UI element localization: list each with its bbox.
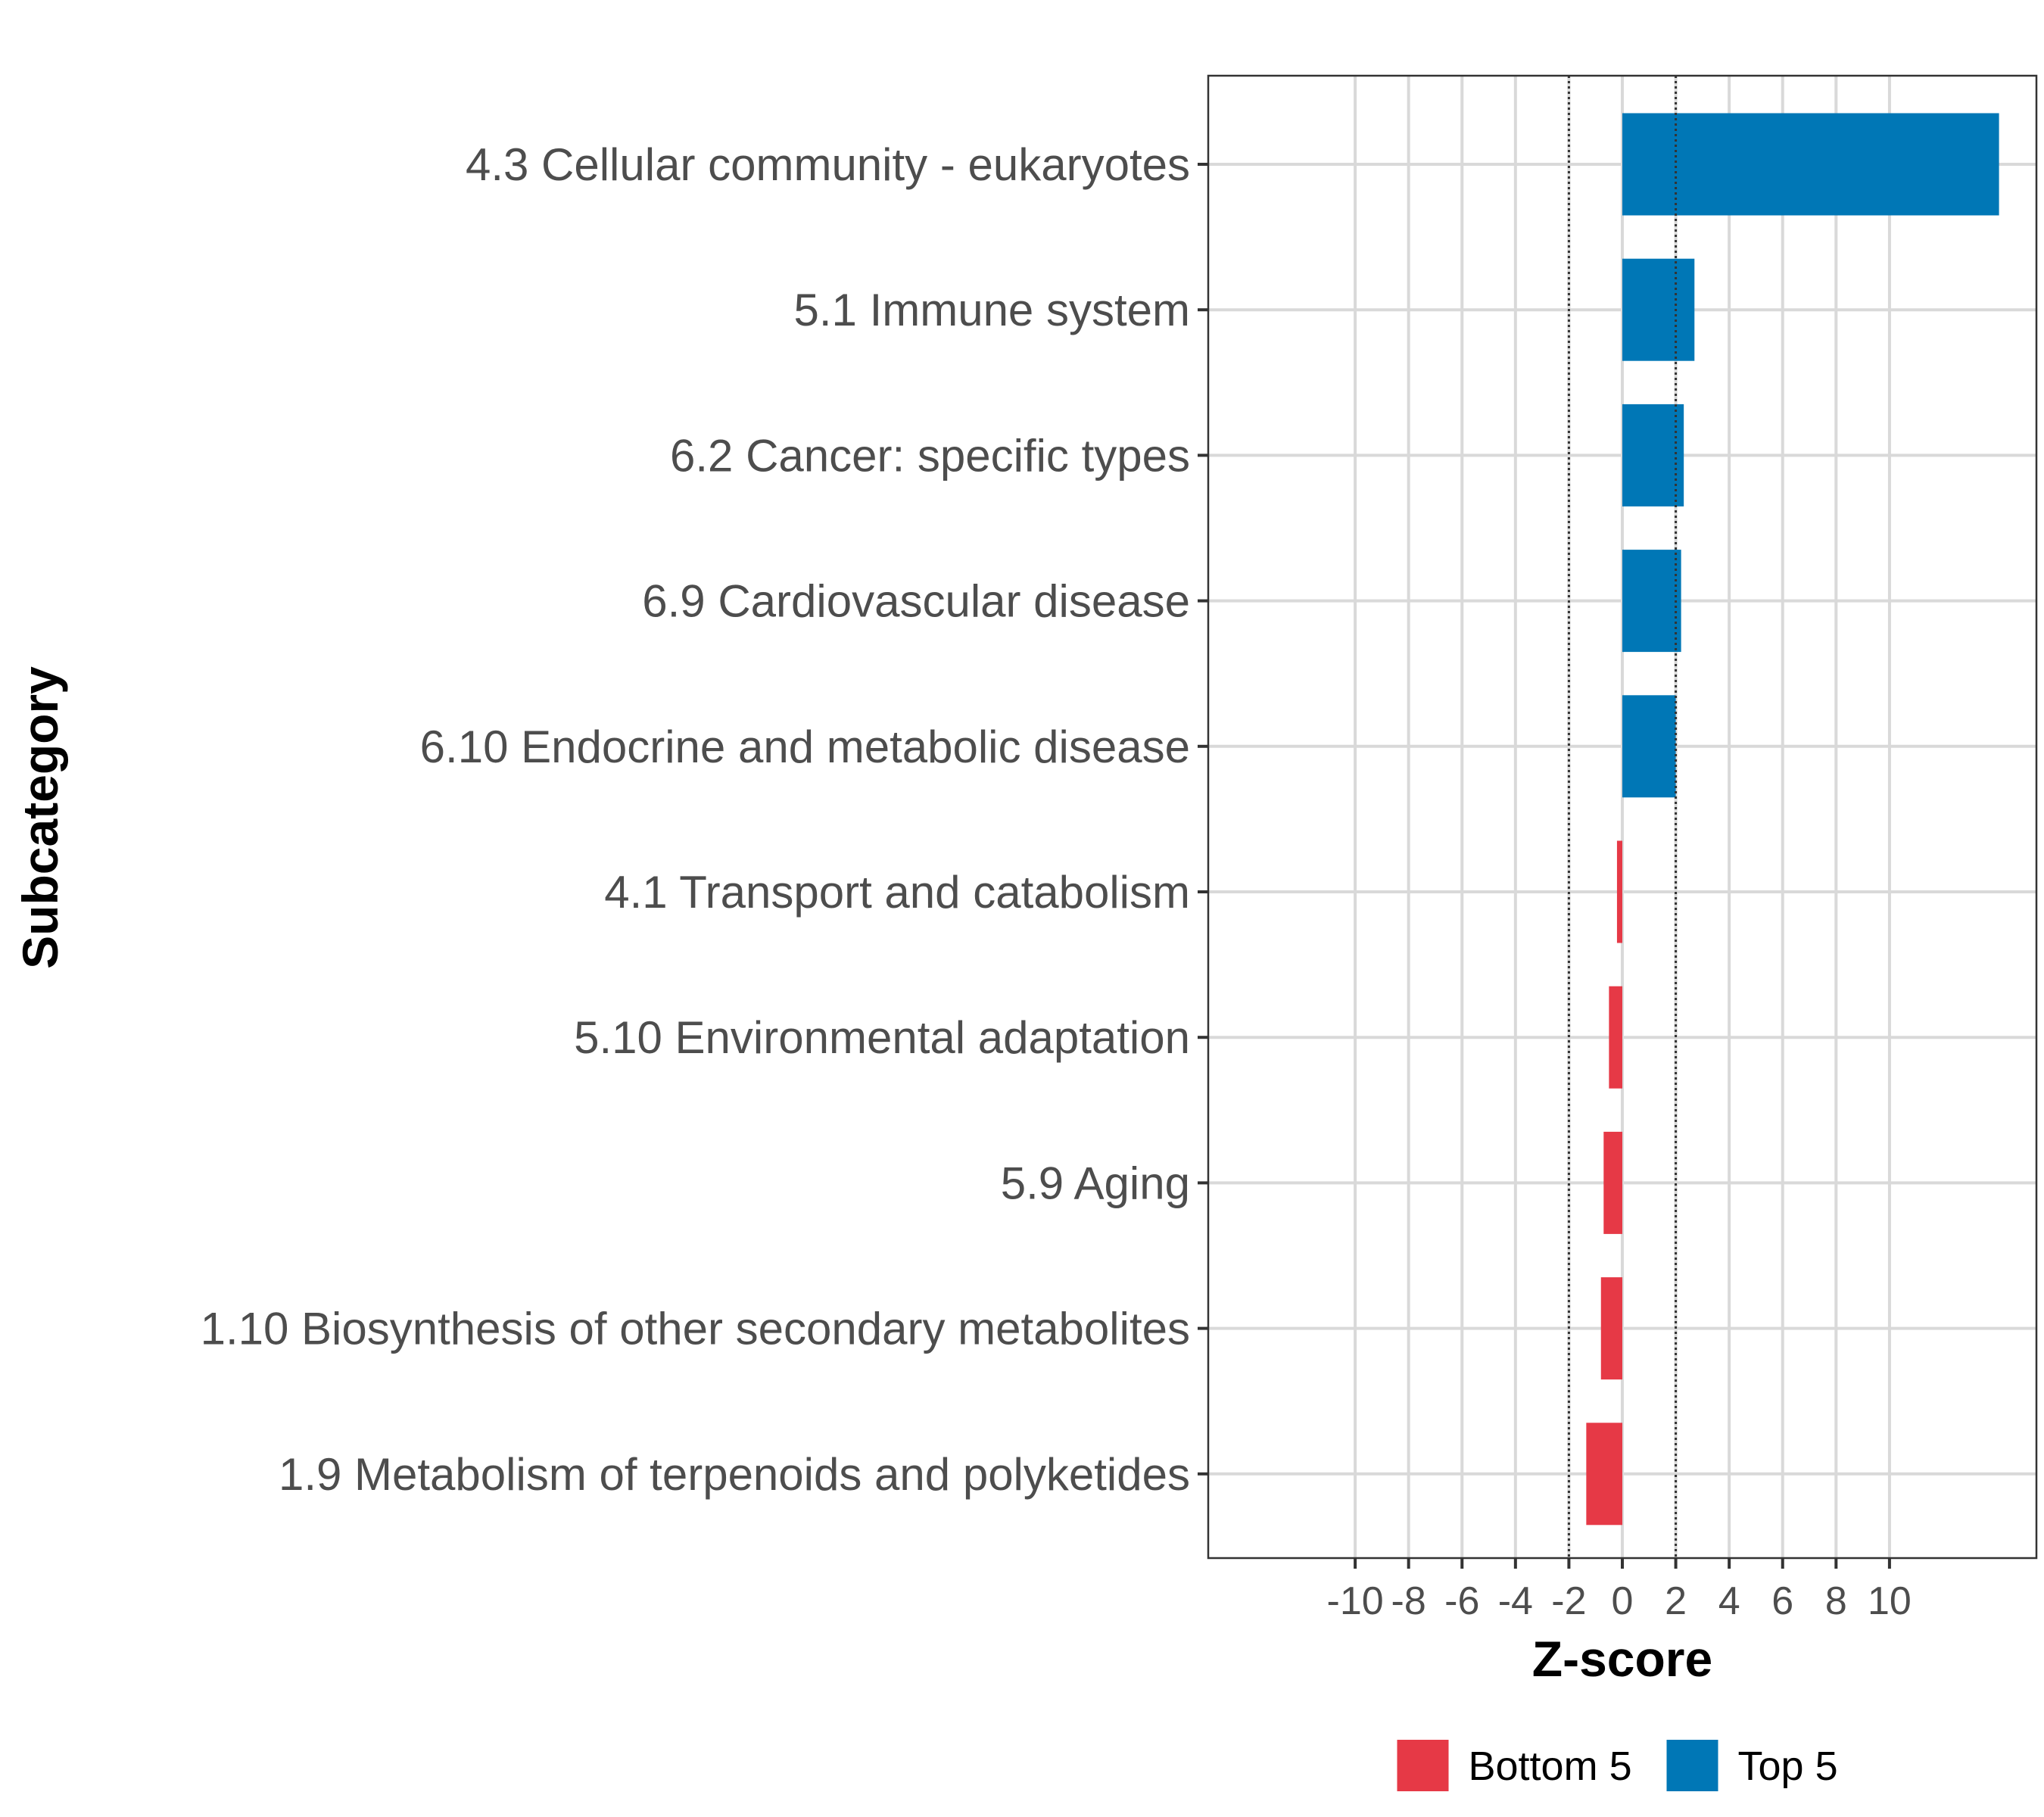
category-label: 1.9 Metabolism of terpenoids and polyket… — [279, 1449, 1190, 1500]
legend-key — [1666, 1740, 1718, 1791]
category-label: 4.3 Cellular community - eukaryotes — [466, 139, 1190, 190]
legend: Bottom 5 Top 5 — [1397, 1740, 1838, 1791]
bar — [1622, 113, 1999, 216]
category-label: 5.10 Environmental adaptation — [574, 1012, 1190, 1063]
bar — [1622, 695, 1676, 798]
x-tick-label: 6 — [1771, 1579, 1793, 1623]
bars — [1586, 113, 1999, 1526]
category-label: 1.10 Biosynthesis of other secondary met… — [201, 1304, 1190, 1354]
reference-lines — [1567, 76, 1678, 1558]
x-tick-label: 2 — [1665, 1579, 1687, 1623]
bar — [1622, 404, 1684, 506]
bar — [1603, 1131, 1622, 1234]
bar — [1616, 840, 1622, 943]
category-label: 6.2 Cancer: specific types — [670, 430, 1190, 481]
x-tick-label: -10 — [1327, 1579, 1384, 1623]
x-axis: -10 -8 -6 -4 -2 0 2 4 6 8 10 — [1327, 1558, 1912, 1623]
x-tick-label: -2 — [1551, 1579, 1586, 1623]
x-tick-label: -8 — [1391, 1579, 1426, 1623]
x-tick-label: 8 — [1825, 1579, 1847, 1623]
bar — [1600, 1277, 1622, 1380]
legend-label: Top 5 — [1738, 1744, 1838, 1789]
x-tick-label: 10 — [1868, 1579, 1912, 1623]
x-tick-label: 0 — [1612, 1579, 1634, 1623]
bar — [1586, 1423, 1622, 1526]
category-label: 6.9 Cardiovascular disease — [642, 576, 1190, 627]
y-axis: 4.3 Cellular community - eukaryotes 5.1 I… — [201, 139, 1208, 1500]
category-label: 5.9 Aging — [1001, 1158, 1190, 1208]
x-tick-label: 4 — [1718, 1579, 1740, 1623]
x-tick-label: -4 — [1498, 1579, 1533, 1623]
x-axis-title: Z-score — [1532, 1631, 1712, 1687]
y-axis-title: Subcategory — [12, 666, 68, 969]
bar — [1622, 258, 1695, 361]
bar — [1609, 986, 1622, 1089]
category-label: 5.1 Immune system — [793, 285, 1190, 335]
bar — [1622, 550, 1681, 653]
legend-key — [1397, 1740, 1449, 1791]
x-tick-label: -6 — [1444, 1579, 1479, 1623]
category-label: 4.1 Transport and catabolism — [604, 867, 1190, 918]
category-label: 6.10 Endocrine and metabolic disease — [420, 722, 1190, 772]
legend-label: Bottom 5 — [1469, 1744, 1632, 1789]
